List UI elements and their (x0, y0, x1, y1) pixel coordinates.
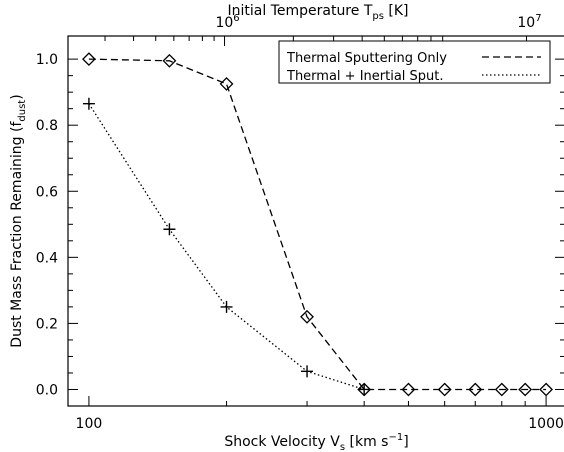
x-axis-title-unit: [km s (345, 434, 388, 450)
top-tick-label: 106 (215, 13, 239, 31)
plus-marker (82, 97, 95, 110)
top-tick-exponent: 7 (535, 13, 541, 24)
top-tick-exponent: 6 (233, 13, 239, 24)
y-axis-title-text: Dust Mass Fraction Remaining (f (9, 121, 25, 348)
y-axis-title-close: ) (9, 94, 25, 99)
legend: Thermal Sputtering Only Thermal + Inertia… (278, 40, 551, 84)
x-tick-label: 100 (76, 416, 103, 432)
diamond-marker (219, 76, 234, 91)
series-line (88, 103, 365, 391)
diamond-marker (494, 382, 509, 397)
top-tick-base: 10 (517, 15, 535, 31)
diamond-marker (518, 382, 533, 397)
x-axis-title-text: Shock Velocity V (224, 434, 340, 450)
legend-label: Thermal Sputtering Only (286, 51, 447, 66)
plus-marker (301, 365, 314, 378)
y-tick-label: 0.8 (36, 118, 58, 134)
plot-frame (67, 35, 564, 407)
top-tick-label: 107 (517, 13, 541, 31)
x-axis-title-close: ] (403, 434, 408, 450)
top-axis-title-sub: ps (372, 11, 384, 22)
series-group (81, 52, 553, 397)
y-tick-label: 1.0 (36, 52, 58, 68)
diamond-marker (162, 53, 177, 68)
top-tick-base: 10 (215, 15, 233, 31)
x-axis-title-sup: −1 (388, 432, 403, 443)
diamond-marker (300, 309, 314, 324)
top-axis-title-unit: [K] (384, 3, 409, 19)
y-tick-label: 0.4 (36, 250, 58, 266)
top-axis-title-text: Initial Temperature T (228, 3, 373, 19)
x-axis-title: Shock Velocity Vs [km s−1] (224, 432, 408, 452)
y-axis-title: Dust Mass Fraction Remaining (fdust) (9, 94, 28, 347)
diamond-marker (539, 382, 553, 397)
plus-marker (163, 223, 176, 236)
diamond-marker (437, 382, 452, 397)
y-tick-label: 0.0 (36, 382, 58, 398)
x-axis-title-sub: s (340, 442, 345, 452)
diamond-marker (401, 382, 416, 397)
top-axis-title: Initial Temperature Tps [K] (228, 3, 409, 22)
legend-label: Thermal + Inertial Sput. (286, 69, 444, 84)
x-tick-label: 1000 (528, 416, 564, 432)
axis-titles: Shock Velocity Vs [km s−1] Initial Temper… (9, 3, 409, 452)
diamond-marker (81, 52, 96, 67)
y-tick-label: 0.2 (36, 316, 58, 332)
plus-marker (220, 300, 233, 313)
series-line (88, 58, 547, 391)
y-axis-title-sub: dust (17, 100, 28, 122)
plus-marker (358, 383, 371, 396)
y-tick-label: 0.6 (36, 184, 58, 200)
legend-box (278, 40, 551, 84)
diamond-marker (468, 382, 483, 397)
